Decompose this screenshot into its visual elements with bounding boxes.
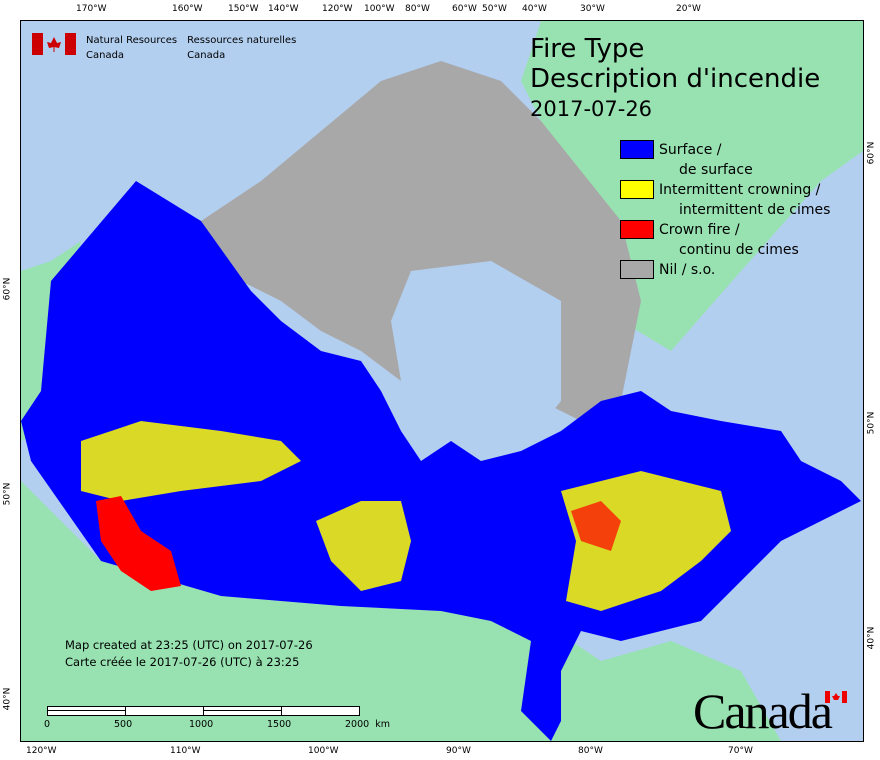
top-tick: 60°W	[452, 4, 477, 14]
legend-item-surface: Surface / de surface	[620, 140, 830, 180]
map-frame[interactable]	[20, 20, 864, 742]
agency-fr-2: Canada	[187, 50, 226, 61]
map-title: Fire Type Description d'incendie 2017-07…	[530, 34, 820, 124]
right-tick: 60°N	[866, 141, 877, 165]
left-tick: 50°N	[2, 482, 13, 506]
legend-label-fr: continu de cimes	[679, 242, 799, 258]
wordmark-flag-icon	[825, 691, 847, 703]
left-tick: 60°N	[2, 277, 13, 301]
bottom-tick: 120°W	[26, 746, 57, 756]
map-date: 2017-07-26	[530, 97, 653, 121]
canada-wordmark: Canada	[693, 682, 833, 740]
legend-label: Surface /	[659, 142, 722, 158]
legend-label: Nil / s.o.	[659, 262, 716, 278]
top-tick: 160°W	[172, 4, 203, 14]
title-fr: Description d'incendie	[530, 64, 821, 94]
legend-label: Intermittent crowning /	[659, 182, 821, 198]
legend-swatch	[620, 180, 654, 199]
legend-item-intermittent: Intermittent crowning / intermittent de c…	[620, 180, 830, 220]
legend-label: Crown fire /	[659, 222, 740, 238]
legend-swatch	[620, 140, 654, 159]
top-tick: 120°W	[322, 4, 353, 14]
agency-signature: Natural Resources Canada Ressources natur…	[32, 33, 296, 63]
bottom-tick: 70°W	[728, 746, 753, 756]
canada-surface-fire	[21, 181, 861, 741]
legend-label-fr: intermittent de cimes	[679, 202, 831, 218]
legend-item-crown: Crown fire / continu de cimes	[620, 220, 830, 260]
canada-flag-icon	[32, 33, 76, 55]
map-credit: Map created at 23:25 (UTC) on 2017-07-26…	[65, 637, 313, 671]
right-tick: 40°N	[866, 626, 877, 650]
credit-en: Map created at 23:25 (UTC) on 2017-07-26	[65, 638, 313, 652]
top-tick: 170°W	[76, 4, 107, 14]
top-tick: 80°W	[405, 4, 430, 14]
scale-label: 2000 km	[345, 719, 390, 730]
bottom-tick: 90°W	[446, 746, 471, 756]
scale-bar	[47, 706, 360, 716]
legend-label-fr: de surface	[679, 162, 753, 178]
legend-swatch	[620, 260, 654, 279]
ontario-intermittent-crowning	[316, 501, 411, 591]
quebec-crown-fire	[571, 501, 621, 551]
agency-en: Natural Resources	[86, 35, 178, 46]
bottom-tick: 100°W	[308, 746, 339, 756]
scale-label: 1000	[189, 719, 214, 730]
bc-crown-fire	[96, 496, 181, 591]
credit-fr: Carte créée le 2017-07-26 (UTC) à 23:25	[65, 655, 300, 669]
top-tick: 150°W	[228, 4, 259, 14]
wordmark-text: Canada	[693, 683, 833, 739]
bc-intermittent-crowning	[81, 421, 301, 501]
scale-label: 0	[44, 719, 51, 730]
top-tick: 140°W	[268, 4, 299, 14]
scale-label: 500	[114, 719, 133, 730]
bottom-tick: 110°W	[170, 746, 201, 756]
legend: Surface / de surface Intermittent crownin…	[620, 140, 830, 280]
agency-en-2: Canada	[86, 50, 125, 61]
agency-fr: Ressources naturelles	[187, 35, 297, 46]
right-tick: 50°N	[866, 411, 877, 435]
top-tick: 50°W	[482, 4, 507, 14]
hudson-bay-water	[391, 261, 561, 451]
top-tick: 30°W	[580, 4, 605, 14]
usa-land	[21, 481, 781, 741]
top-tick: 40°W	[522, 4, 547, 14]
legend-item-nil: Nil / s.o.	[620, 260, 830, 280]
map-canvas	[21, 21, 863, 741]
bottom-tick: 80°W	[578, 746, 603, 756]
title-en: Fire Type	[530, 34, 645, 64]
left-tick: 40°N	[2, 687, 13, 711]
top-tick: 100°W	[364, 4, 395, 14]
legend-swatch	[620, 220, 654, 239]
top-tick: 20°W	[676, 4, 701, 14]
scale-label: 1500	[267, 719, 292, 730]
